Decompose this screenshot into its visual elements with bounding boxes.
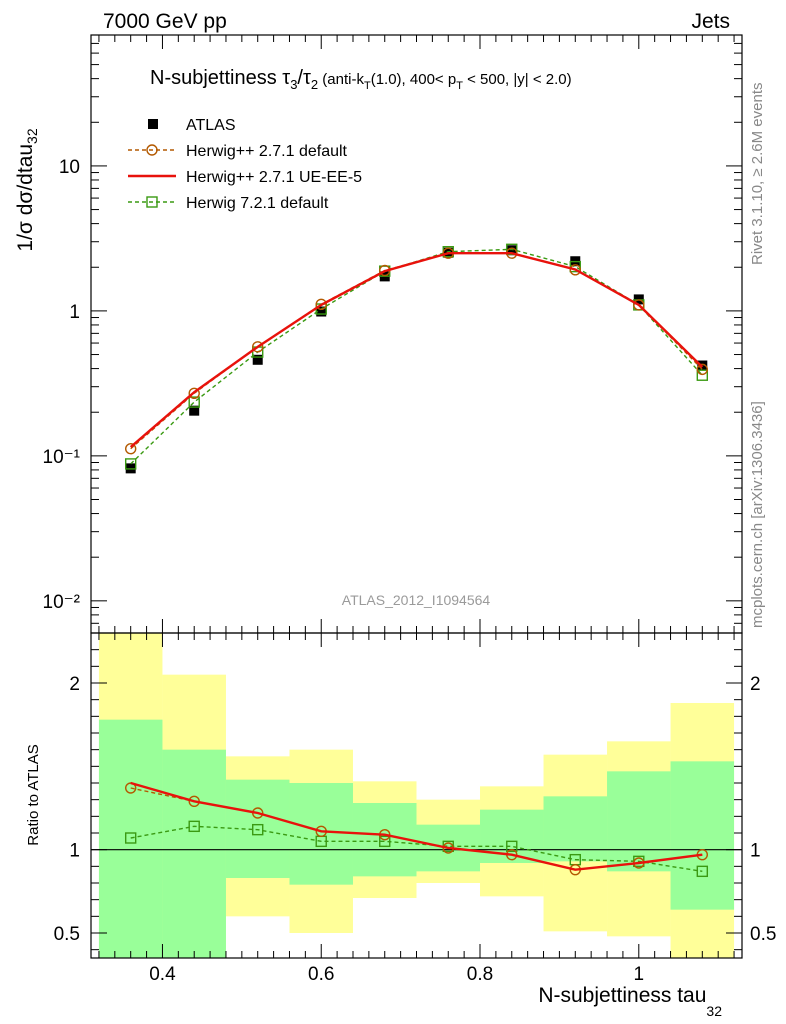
main-point-atlas [506, 245, 517, 256]
band-green-bin-9 [670, 761, 735, 910]
main-y-tick-label: 1 [69, 302, 80, 323]
ratio-y-tick-label-left: 0.5 [54, 924, 80, 945]
ratio-point-herwig-7-2-1-default [252, 823, 264, 836]
x-tick-label: 0.4 [149, 964, 176, 985]
legend-label-atlas: ATLAS [186, 117, 236, 134]
ratio-point-herwig-7-2-1-default [506, 840, 518, 853]
legend-marker-herwig7 [146, 196, 158, 208]
legend: ATLAS Herwig++ 2.7.1 default Herwig++ 2.… [128, 117, 362, 212]
main-y-tick-label: 10 [59, 157, 80, 178]
x-tick-label: 0.8 [467, 964, 493, 985]
band-green-bin-3 [289, 783, 353, 885]
analysis-watermark: ATLAS_2012_I1094564 [342, 592, 491, 608]
legend-label-herwig7: Herwig 7.2.1 default [186, 195, 329, 212]
main-point-herwig-2-7-1-default [315, 298, 327, 311]
rivet-label: Rivet 3.1.10, ≥ 2.6M events [749, 83, 766, 266]
legend-marker-atlas [148, 119, 158, 129]
ratio-y-tick-label-right: 1 [750, 841, 761, 862]
x-axis-label: N-subjettiness tau32 [538, 984, 722, 1019]
main-point-herwig-7-2-1-default [569, 260, 581, 273]
legend-marker-herwigpp-default [146, 144, 158, 156]
ratio-point-herwig-7-2-1-default [188, 820, 200, 833]
main-y-tick-label: 10⁻¹ [43, 447, 81, 468]
ratio-line-herwig-2-7-1-ue-ee-5 [130, 781, 703, 871]
main-point-herwig-2-7-1-default [633, 299, 645, 311]
main-point-atlas [316, 306, 327, 317]
axis-tick-labels: 0.4 0.6 0.8 1 10⁻² 10⁻¹ 1 10 0.5 0.5 1 1 2 2 [43, 157, 777, 985]
main-point-herwig-2-7-1-default [124, 443, 137, 455]
x-tick-label: 1 [634, 964, 645, 985]
legend-label-herwigpp-default: Herwig++ 2.7.1 default [186, 143, 348, 160]
main-line-herwig-2-7-1-ue-ee-5 [129, 252, 704, 448]
mcplots-label: mcplots.cern.ch [arXiv:1306.3436] [749, 401, 766, 628]
ratio-point-herwig-7-2-1-default [696, 865, 709, 878]
ratio-y-tick-label-right: 2 [750, 674, 761, 695]
main-point-herwig-2-7-1-default [569, 264, 581, 276]
x-tick-label: 0.6 [308, 964, 334, 985]
ratio-bands [98, 633, 735, 958]
main-y-tick-label: 10⁻² [43, 592, 81, 613]
ratio-y-tick-label-right: 0.5 [750, 924, 776, 945]
ratio-point-herwig-7-2-1-default [124, 832, 137, 844]
main-point-atlas [252, 354, 263, 365]
ratio-y-axis-label: Ratio to ATLAS [25, 744, 42, 845]
ratio-y-tick-label-left: 2 [69, 674, 80, 695]
plot-title: N-subjettiness τ3/τ2 (anti-kT(1.0), 400<… [150, 67, 572, 92]
main-point-herwig-7-2-1-default [696, 369, 709, 381]
main-line-herwig-2-7-1-default [130, 252, 703, 450]
band-green-bin-1 [162, 749, 226, 958]
header-left: 7000 GeV pp [103, 10, 227, 33]
axis-ticks [91, 34, 742, 958]
band-green-bin-7 [543, 796, 608, 862]
main-line-herwig-7-2-1-default [130, 248, 703, 465]
ratio-line-herwig-7-2-1-default [130, 825, 703, 873]
band-green-bin-8 [607, 771, 671, 872]
legend-label-herwigpp-ue: Herwig++ 2.7.1 UE-EE-5 [186, 169, 362, 186]
header-right: Jets [691, 10, 730, 33]
main-y-axis-label: 1/σ dσ/dtau32 [14, 128, 40, 251]
main-point-atlas [189, 405, 200, 416]
main-point-herwig-7-2-1-default [188, 396, 200, 408]
band-green-bin-0 [98, 719, 163, 958]
main-series-group [124, 243, 709, 474]
ratio-y-tick-label-left: 1 [69, 841, 80, 862]
main-point-herwig-2-7-1-default [188, 387, 200, 400]
ratio-series-group [124, 781, 709, 878]
main-point-herwig-2-7-1-default [252, 341, 264, 353]
main-point-herwig-2-7-1-default [696, 363, 709, 376]
main-point-herwig-7-2-1-default [124, 458, 137, 470]
ratio-point-herwig-7-2-1-default [379, 835, 391, 848]
